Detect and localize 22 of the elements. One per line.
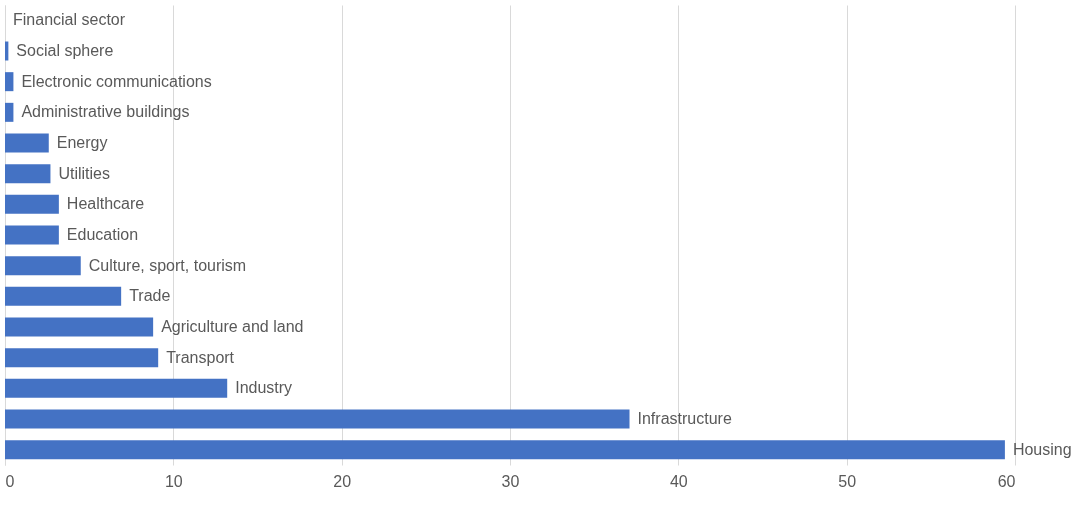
y-tick-label: Trade [129, 287, 171, 305]
x-tick-label: 50 [838, 472, 857, 490]
y-tick-label: Housing [1012, 440, 1072, 458]
y-tick-label: Administrative buildings [21, 103, 190, 121]
y-tick-label: Industry [235, 379, 293, 397]
x-tick-label: 0 [5, 472, 15, 490]
y-tick-label: Transport [166, 348, 235, 366]
y-tick-label: Energy [56, 134, 108, 151]
y-tick-label: Healthcare [66, 195, 145, 213]
y-tick-label: Financial sector [13, 11, 126, 29]
x-tick-label: 30 [501, 472, 520, 490]
y-tick-label: Culture, sport, tourism [88, 256, 247, 274]
x-tick-label: 60 [997, 472, 1016, 490]
x-tick-label: 20 [333, 472, 352, 490]
y-tick-label: Electronic communications [21, 72, 212, 90]
y-tick-label: Utilities [58, 164, 111, 182]
y-tick-label: Agriculture and land [161, 318, 304, 335]
y-tick-label: Infrastructure [637, 410, 732, 427]
y-tick-label: Education [66, 226, 139, 243]
x-tick-label: 10 [164, 472, 183, 490]
x-tick-label: 40 [669, 472, 688, 490]
y-tick-label: Social sphere [16, 42, 114, 59]
